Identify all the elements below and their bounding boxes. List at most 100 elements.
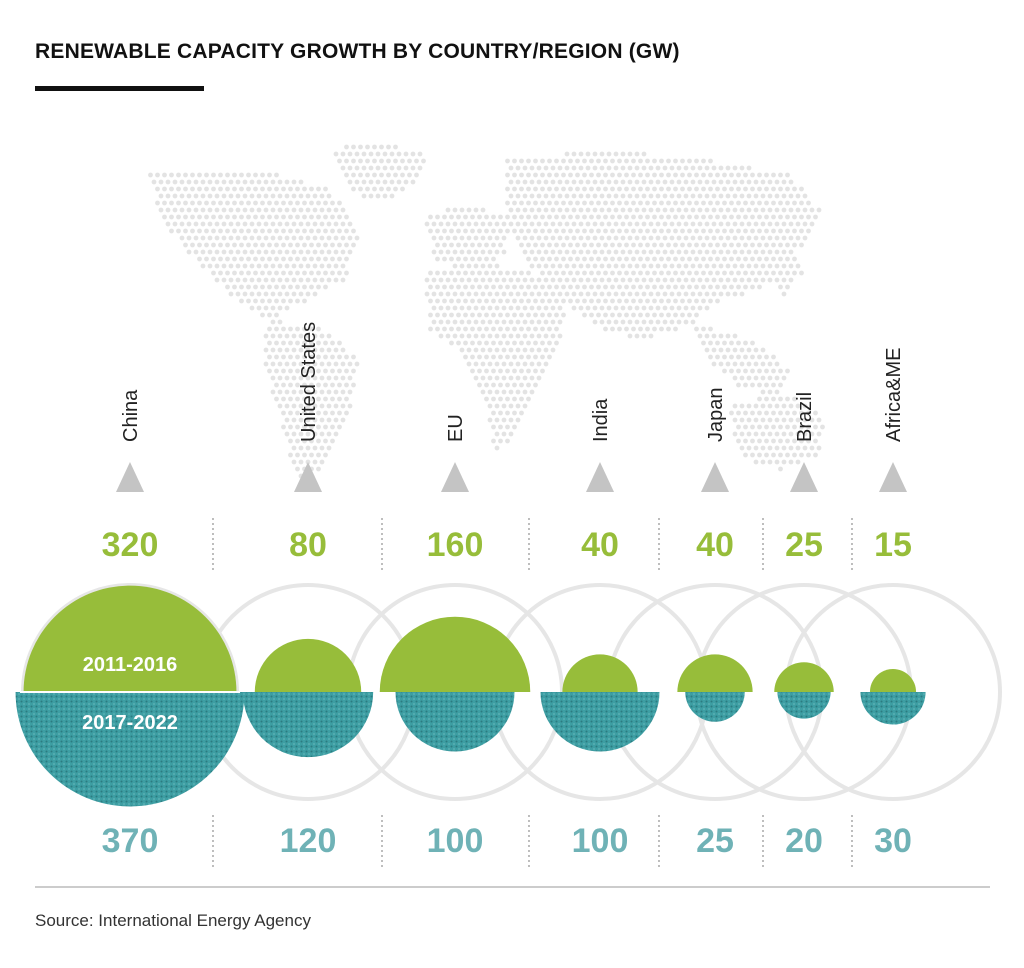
map-dot [652,298,657,304]
map-dot [312,193,318,199]
semicircle-2011-2016 [379,616,531,692]
map-dot [554,340,559,346]
map-dot [641,193,647,199]
map-dot [561,228,566,234]
map-dot [242,249,248,255]
map-dot [603,284,608,290]
map-dot [487,249,493,255]
map-dot [701,270,706,276]
map-dot [529,221,535,227]
map-dot [494,263,500,269]
map-dot [522,305,528,311]
map-dot [351,382,356,388]
map-dot [627,207,633,213]
map-dot [484,368,489,374]
map-dot [620,319,626,325]
map-dot [519,200,524,206]
map-dot [718,361,724,367]
map-dot [333,375,339,381]
map-dot [718,291,724,297]
map-dot [442,284,447,290]
map-dot [529,291,535,297]
map-dot [718,179,724,185]
map-dot [305,445,311,451]
map-dot [631,242,636,248]
map-dot [746,193,752,199]
map-dot [487,221,493,227]
map-dot [613,291,619,297]
map-dot [778,214,783,220]
map-dot [729,186,734,192]
map-dot [400,186,405,192]
map-dot [456,298,461,304]
map-dot [813,438,818,444]
map-dot [470,340,475,346]
map-dot [662,277,668,283]
map-dot [400,172,405,178]
map-dot [540,326,545,332]
map-dot [344,256,349,262]
map-dot [760,207,766,213]
map-dot [767,263,773,269]
map-dot [232,270,237,276]
map-dot [312,459,318,465]
map-dot [732,347,738,353]
map-dot [291,221,297,227]
map-dot [211,256,216,262]
map-dot [498,326,503,332]
map-dot [498,298,503,304]
map-dot [711,263,717,269]
map-dot [249,263,255,269]
map-dot [582,186,587,192]
map-dot [739,221,745,227]
map-dot [340,165,346,171]
map-dot [505,410,510,416]
value-2011-2016: 25 [785,526,823,564]
map-dot [491,326,496,332]
map-dot [267,172,272,178]
map-dot [186,207,192,213]
map-dot [183,228,188,234]
map-dot [396,151,402,157]
map-dot [232,172,237,178]
map-dot [578,151,584,157]
map-dot [375,193,381,199]
map-dot [617,158,622,164]
map-dot [330,242,335,248]
map-dot [694,256,699,262]
map-dot [711,179,717,185]
map-dot [519,228,524,234]
map-dot [760,347,766,353]
map-dot [690,165,696,171]
map-dot [501,361,507,367]
map-dot [186,249,192,255]
map-dot [491,214,496,220]
map-dot [260,312,265,318]
map-dot [715,214,720,220]
map-dot [673,186,678,192]
map-dot [662,235,668,241]
map-dot [337,228,342,234]
map-dot [151,179,157,185]
map-dot [704,333,710,339]
map-dot [627,179,633,185]
map-dot [610,200,615,206]
map-dot [519,298,524,304]
map-dot [722,340,727,346]
map-dot [529,277,535,283]
map-dot [459,235,465,241]
map-dot [452,319,458,325]
map-dot [599,235,605,241]
map-dot [337,214,342,220]
map-dot [806,228,811,234]
map-dot [456,270,461,276]
map-dot [774,193,780,199]
map-dot [319,445,325,451]
map-dot [232,228,237,234]
map-dot [739,445,745,451]
map-dot [596,284,601,290]
map-dot [568,200,573,206]
map-dot [508,207,514,213]
map-dot [750,270,755,276]
